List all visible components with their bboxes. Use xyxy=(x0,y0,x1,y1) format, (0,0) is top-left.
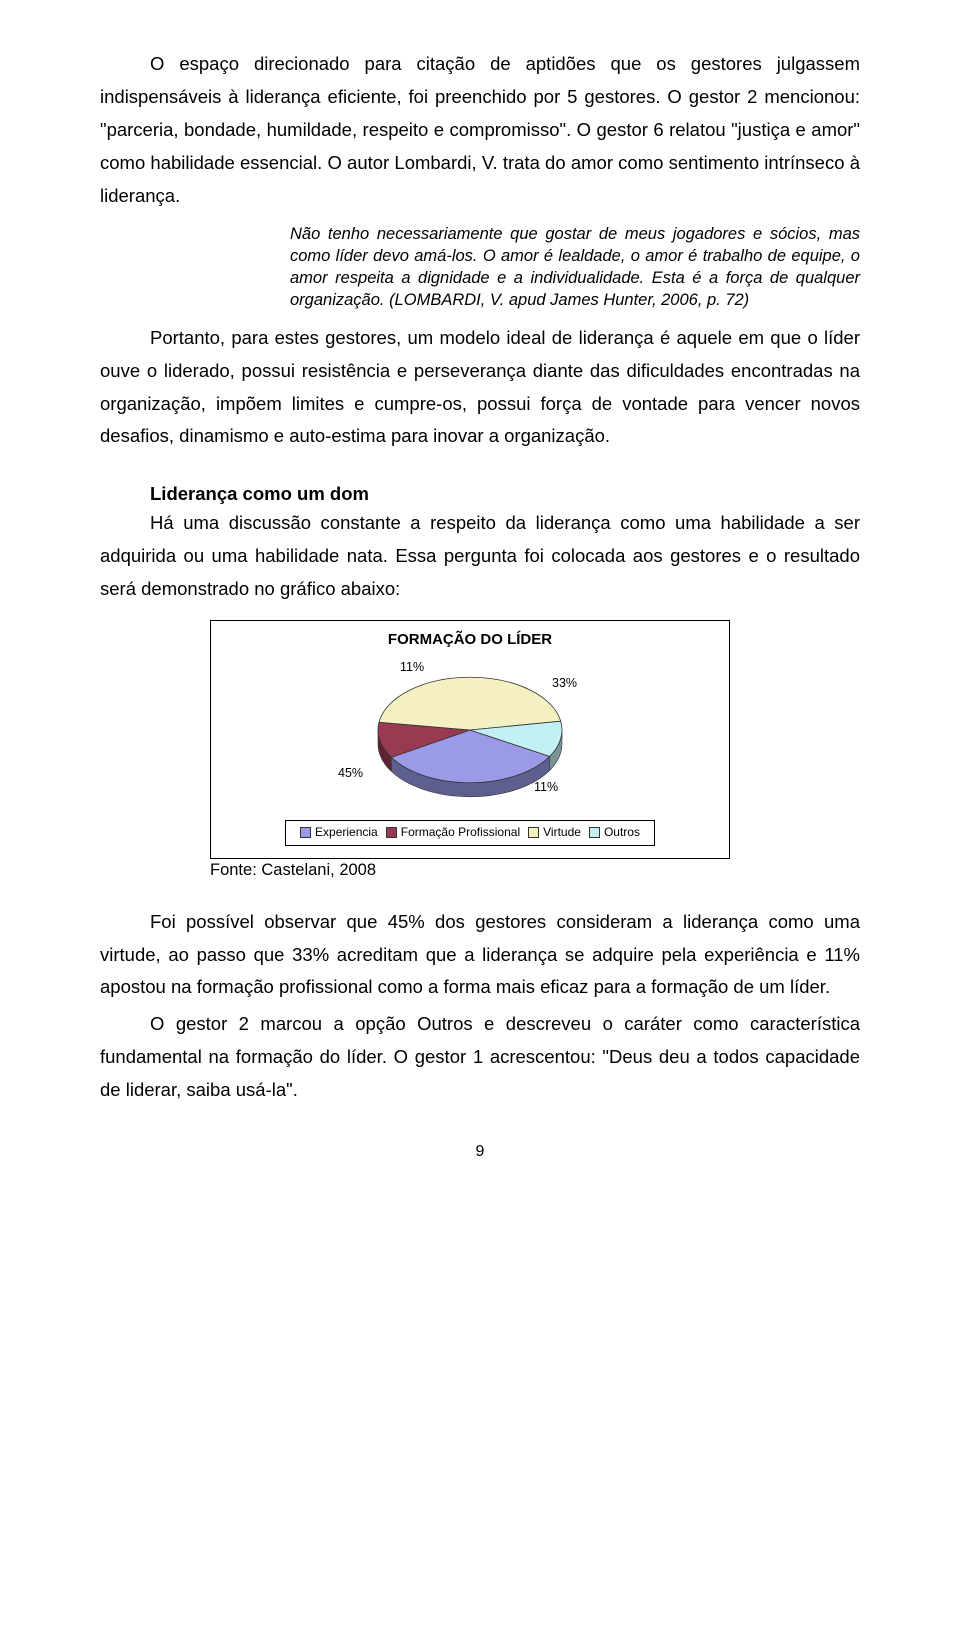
paragraph-4: Foi possível observar que 45% dos gestor… xyxy=(100,906,860,1005)
legend-swatch xyxy=(300,827,311,838)
chart-source: Fonte: Castelani, 2008 xyxy=(210,861,860,880)
block-quote-1: Não tenho necessariamente que gostar de … xyxy=(290,223,860,312)
paragraph-3: Há uma discussão constante a respeito da… xyxy=(100,507,860,606)
legend-label: Formação Profissional xyxy=(401,825,520,839)
legend-label: Experiencia xyxy=(315,825,378,839)
pie-label-11a: 11% xyxy=(534,780,558,794)
legend-swatch xyxy=(589,827,600,838)
legend-item: Experiencia xyxy=(300,825,378,839)
pie-chart: 33% 11% 45% 11% xyxy=(320,658,620,808)
paragraph-5: O gestor 2 marcou a opção Outros e descr… xyxy=(100,1008,860,1107)
paragraph-2: Portanto, para estes gestores, um modelo… xyxy=(100,322,860,454)
legend-swatch xyxy=(386,827,397,838)
legend-item: Formação Profissional xyxy=(386,825,520,839)
legend-item: Virtude xyxy=(528,825,581,839)
legend-label: Outros xyxy=(604,825,640,839)
legend-item: Outros xyxy=(589,825,640,839)
paragraph-1: O espaço direcionado para citação de apt… xyxy=(100,48,860,213)
legend-label: Virtude xyxy=(543,825,581,839)
pie-label-33: 33% xyxy=(552,676,577,690)
section-heading-lideranca-dom: Liderança como um dom xyxy=(100,483,860,505)
legend-swatch xyxy=(528,827,539,838)
pie-label-11b: 11% xyxy=(400,660,424,674)
chart-legend: Experiencia Formação Profissional Virtude O… xyxy=(285,820,655,846)
page-number: 9 xyxy=(100,1143,860,1161)
chart-title: FORMAÇÃO DO LÍDER xyxy=(211,631,729,648)
chart-formacao-lider: FORMAÇÃO DO LÍDER 33% 11% 45% 11% Experi… xyxy=(210,620,730,859)
pie-label-45: 45% xyxy=(338,766,363,780)
